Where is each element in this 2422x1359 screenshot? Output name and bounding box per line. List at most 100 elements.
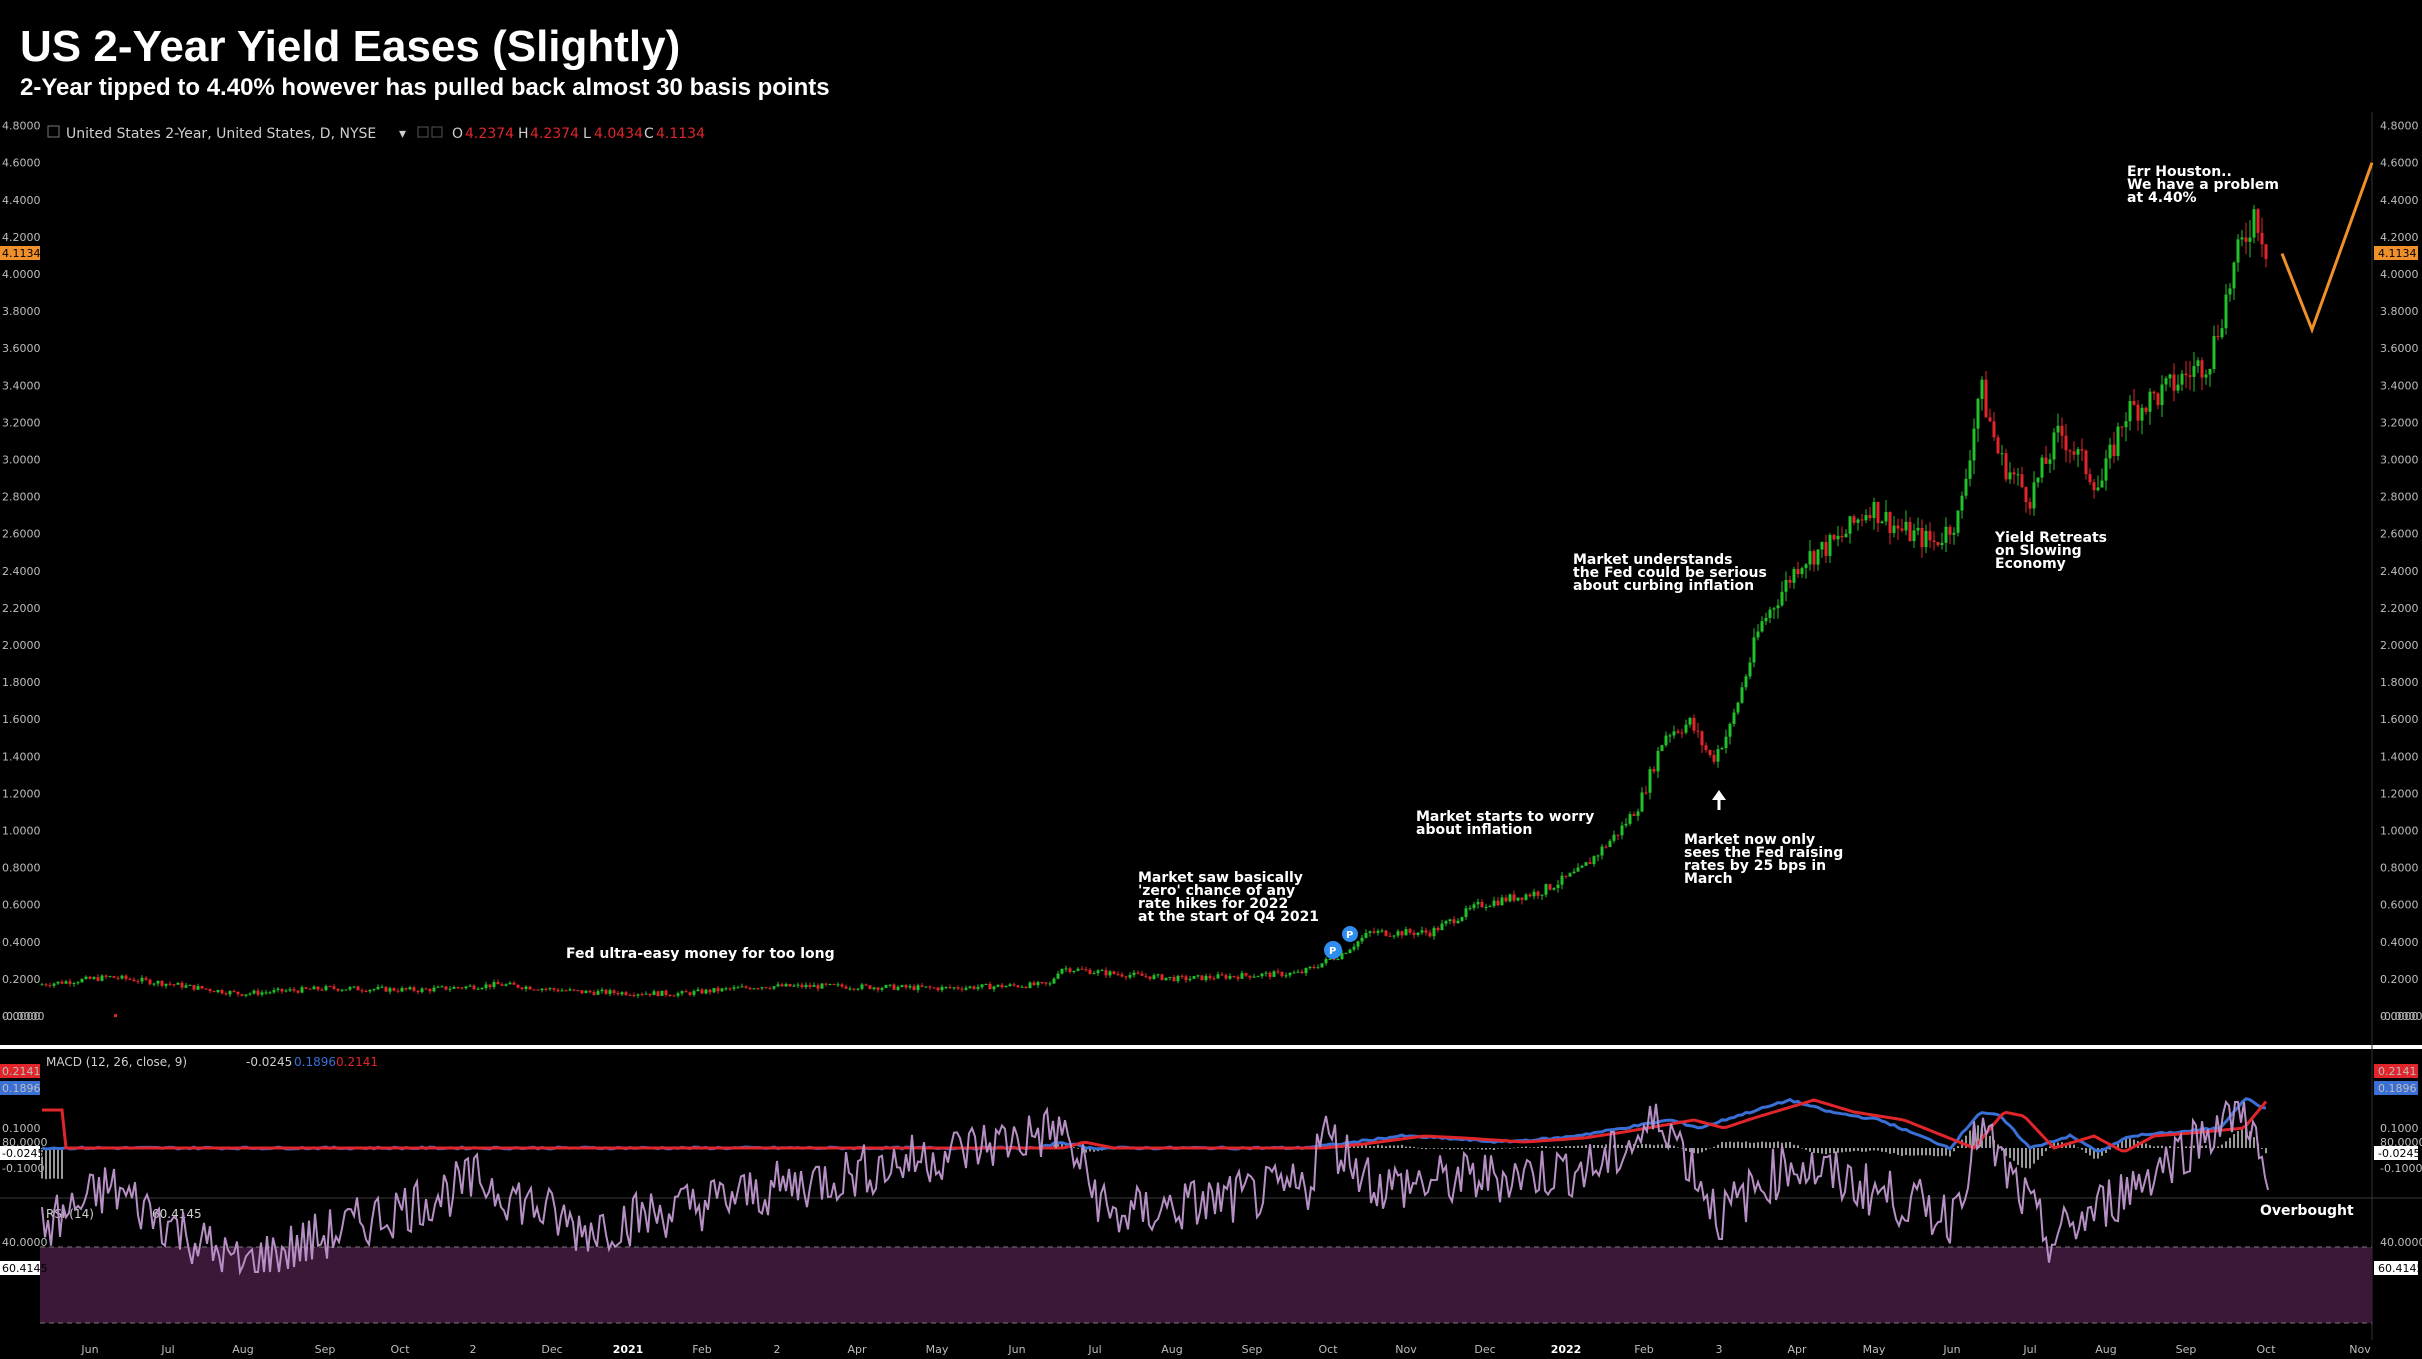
marker-p-2[interactable]: P (1342, 926, 1358, 942)
y-tick-label: 2.4000 (2380, 565, 2419, 578)
macd-histogram-bar (1929, 1148, 1931, 1156)
y-tick-label: 0.6000 (2380, 899, 2419, 912)
macd-histogram-bar (1865, 1148, 1867, 1152)
chart-subtitle: 2-Year tipped to 4.40% however has pulle… (20, 74, 830, 101)
candle-body (1196, 975, 1200, 977)
candle-body (40, 984, 44, 986)
macd-histogram-bar (1853, 1148, 1855, 1152)
candle-body (1140, 973, 1144, 976)
macd-histogram-bar (1053, 1143, 1055, 1148)
macd-histogram-bar (1861, 1148, 1863, 1152)
candle-body (1072, 970, 1076, 973)
candle-body (2196, 360, 2200, 367)
candle-body (1908, 521, 1912, 541)
candle-body (2104, 458, 2108, 481)
candle-body (1500, 897, 1504, 906)
candle-body (1508, 894, 1512, 902)
candle-body (1532, 891, 1536, 897)
candle-body (516, 984, 520, 988)
macd-histogram-bar (45, 1148, 47, 1180)
macd-histogram-bar (1869, 1148, 1871, 1151)
macd-histogram-bar (1061, 1143, 1063, 1148)
candle-body (864, 984, 868, 986)
candle-body (1020, 986, 1024, 988)
macd-histogram-bar (1877, 1148, 1879, 1151)
macd-signal-line (42, 1098, 2268, 1153)
candle-body (328, 986, 332, 988)
y-tick-label: 0.4000 (2, 936, 41, 949)
settings-icon[interactable] (431, 126, 443, 138)
low-value: 4.0434 (594, 126, 643, 142)
candle-body (568, 989, 572, 991)
candle-body (668, 994, 672, 996)
symbol-label[interactable]: United States 2-Year, United States, D, … (66, 126, 376, 142)
candle-body (1096, 970, 1100, 974)
candle-body (580, 990, 584, 994)
candle-body (1776, 605, 1780, 609)
candle-body (1912, 530, 1916, 541)
y-tick-label: 0.2000 (2, 973, 41, 986)
dropdown-caret-icon[interactable]: ▾ (399, 126, 406, 142)
macd-histogram-bar (1509, 1148, 1511, 1149)
candle-body (856, 988, 860, 990)
macd-histogram-bar (1573, 1146, 1575, 1148)
candle-body (1380, 930, 1384, 932)
candle-body (116, 977, 120, 979)
macd-histogram-bar (2077, 1147, 2079, 1149)
macd-histogram-bar (1545, 1146, 1547, 1148)
collapse-icon[interactable] (47, 125, 60, 138)
annotation-line: rates by 25 bps in (1684, 858, 1826, 874)
candle-body (404, 988, 408, 990)
annotation-line: Economy (1995, 556, 2066, 572)
candle-body (1656, 750, 1660, 772)
candle-body (1288, 972, 1292, 976)
y-tick-label: 4.0000 (2380, 268, 2419, 281)
macd-histogram-bar (1369, 1145, 1371, 1148)
y-tick-label: 4.4000 (2380, 194, 2419, 207)
candle-body (1148, 976, 1152, 980)
candle-body (1004, 986, 1008, 988)
y-tick-label: 3.4000 (2380, 379, 2419, 392)
macd-histogram-bar (1373, 1146, 1375, 1148)
candle-body (1452, 919, 1456, 924)
macd-histogram-bar (1461, 1148, 1463, 1150)
candle-body (532, 989, 536, 991)
macd-histogram-bar (1841, 1148, 1843, 1153)
macd-histogram-bar (1433, 1148, 1435, 1149)
candle-body (1448, 919, 1452, 922)
macd-histogram-bar (1597, 1144, 1599, 1148)
candle-body (840, 984, 844, 987)
candle-body (1416, 932, 1420, 935)
candle-body (1540, 894, 1544, 896)
candle-body (280, 988, 284, 992)
candle-body (236, 991, 240, 995)
candle-body (468, 985, 472, 987)
candle-body (1960, 495, 1964, 511)
eye-icon[interactable] (417, 126, 429, 138)
candle-body (2048, 459, 2052, 464)
candle-body (1212, 978, 1216, 980)
candle-body (1520, 897, 1524, 900)
candle-body (400, 988, 404, 992)
candle-body (1564, 875, 1568, 877)
macd-histogram-bar (1581, 1145, 1583, 1148)
marker-p-1[interactable]: P (1324, 941, 1342, 959)
macd-histogram-bar (1365, 1145, 1367, 1148)
y-tick-label: 2.6000 (2380, 528, 2419, 541)
candle-body (1044, 982, 1048, 984)
candle-body (1016, 985, 1020, 988)
macd-histogram-bar (1693, 1148, 1695, 1154)
candle-body (1668, 735, 1672, 737)
candle-body (1764, 617, 1768, 622)
macd-histogram-bar (1781, 1142, 1783, 1148)
candle-body (1276, 971, 1280, 973)
candle-body (492, 982, 496, 988)
candle-body (2004, 453, 2008, 480)
candle-body (1932, 540, 1936, 542)
macd-histogram-bar (1605, 1144, 1607, 1148)
macd-histogram-bar (1473, 1148, 1475, 1149)
macd-histogram-bar (1857, 1148, 1859, 1151)
macd-histogram-bar (1617, 1144, 1619, 1148)
candle-body (1184, 976, 1188, 981)
macd-histogram-bar (2013, 1148, 2015, 1161)
